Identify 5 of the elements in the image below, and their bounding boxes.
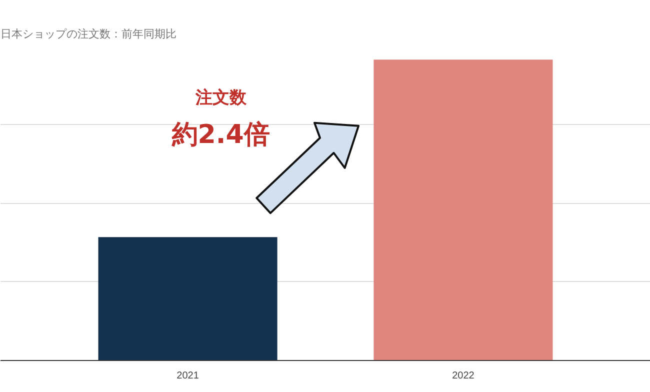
x-tick-label: 2022 xyxy=(452,370,475,382)
x-tick-label: 2021 xyxy=(176,370,200,382)
annotation: 約2.4倍 xyxy=(170,120,270,150)
annotation: 注文数 xyxy=(194,88,248,108)
chart-title: 日本ショップの注文数：前年同期比 xyxy=(0,28,176,40)
